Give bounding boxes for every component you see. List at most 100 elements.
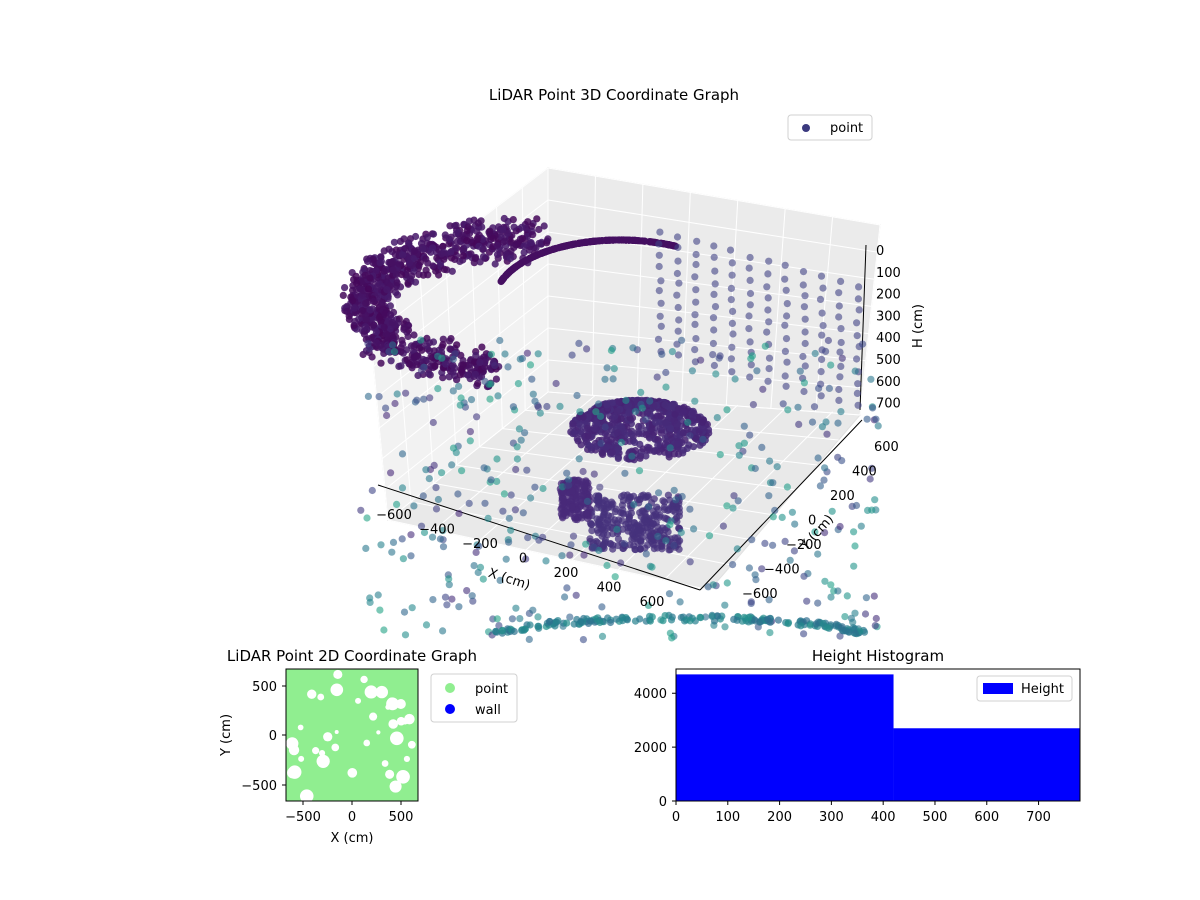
scatter-3d-point [595, 492, 603, 500]
scatter-3d-point [716, 352, 724, 360]
scatter-3d-point [466, 364, 474, 372]
scatter-3d-point [853, 319, 861, 327]
scatter-3d-point [761, 539, 769, 548]
scatter-3d-point [800, 379, 809, 387]
scatter-3d-point [579, 636, 588, 644]
scatter-3d-point [669, 506, 677, 514]
scatter-3d-point [523, 466, 531, 474]
z-tick-label-3d: 600 [876, 375, 901, 390]
scatter-3d-point [729, 307, 737, 315]
scatter-2d-gap [331, 743, 340, 752]
scatter-3d-point [710, 361, 719, 370]
scatter-3d-point [449, 387, 457, 395]
scatter-3d-point [692, 260, 700, 269]
scatter-3d-point [575, 239, 583, 247]
scatter-3d-point [435, 271, 443, 279]
scatter-3d-point [476, 563, 485, 572]
scatter-3d-point [425, 370, 433, 378]
scatter-3d-point [424, 271, 432, 279]
scatter-3d-point [673, 291, 681, 299]
scatter-3d-point [614, 447, 622, 455]
scatter-3d-point [631, 438, 639, 446]
scatter-3d-point [598, 632, 607, 641]
scatter-3d-point [733, 616, 741, 624]
scatter-3d-point [692, 435, 700, 443]
scatter-3d-point [751, 464, 759, 473]
scatter-2d-gap [360, 675, 368, 684]
scatter-3d-point [590, 470, 598, 478]
scatter-3d-point [529, 231, 537, 239]
scatter-3d-point [710, 326, 718, 334]
scatter-3d-point [455, 603, 463, 611]
scatter-3d-point [528, 375, 536, 383]
scatter-3d-point [781, 321, 789, 329]
scatter-3d-point [572, 591, 580, 599]
scatter-3d-point [571, 515, 580, 524]
scatter-3d-point [463, 227, 471, 235]
scatter-3d-point [655, 489, 663, 497]
scatter-3d-point [723, 406, 731, 414]
scatter-3d-point [675, 279, 683, 287]
scatter-3d-point [799, 352, 807, 361]
scatter-3d-point [728, 319, 737, 327]
scatter-3d-point [400, 324, 408, 332]
scatter-3d-point [496, 336, 504, 345]
scatter-2d-gap [388, 719, 398, 729]
scatter-3d-point [670, 450, 679, 458]
scatter-3d-point [727, 355, 736, 363]
scatter-3d-point [674, 257, 682, 265]
scatter-3d-point [719, 522, 728, 530]
scatter-3d-point [662, 383, 670, 391]
scatter-3d-point [620, 540, 629, 548]
scatter-3d-point [614, 236, 622, 244]
scatter-3d-point [838, 457, 846, 465]
scatter-3d-point [676, 598, 684, 606]
scatter-3d-point [758, 443, 766, 451]
scatter-3d-point [448, 461, 456, 469]
scatter-3d-point [566, 497, 574, 505]
scatter-2d-gap [312, 747, 320, 755]
scatter-3d-point [783, 300, 791, 308]
scatter-3d-point [697, 614, 705, 622]
scatter-3d-point [391, 399, 399, 408]
histogram-x-tick-label: 400 [871, 810, 896, 825]
scatter-3d-point [764, 294, 772, 302]
scatter-3d-point [583, 345, 591, 353]
scatter-3d-point [821, 577, 829, 585]
scatter-3d-point [758, 565, 766, 573]
scatter-3d-point [566, 613, 574, 621]
scatter-3d-point [863, 415, 871, 423]
scatter-3d-point [561, 242, 569, 250]
scatter-3d-point [362, 299, 370, 307]
scatter-2d-gap [389, 731, 404, 746]
scatter-3d-point [382, 404, 390, 412]
chart-2d-title: LiDAR Point 2D Coordinate Graph [227, 647, 477, 665]
scatter-3d-point [637, 452, 645, 460]
scatter-3d-point [716, 451, 724, 459]
scatter-3d-point [457, 394, 465, 402]
scatter-3d-point [415, 344, 423, 352]
scatter-3d-point [410, 331, 418, 339]
chart-histogram: Height Histogram 0 100 200 300 400 500 600 7000… [634, 647, 1081, 825]
scatter-3d-point [656, 418, 664, 426]
scatter-3d-point [563, 584, 571, 592]
scatter-3d-point [397, 362, 405, 370]
scatter-3d-point [471, 370, 479, 378]
scatter-3d-point [801, 362, 809, 370]
scatter-3d-point [474, 219, 482, 227]
scatter-3d-point [411, 247, 419, 255]
scatter-3d-point [766, 457, 774, 465]
scatter-3d-point [466, 437, 474, 445]
scatter-3d-point [463, 587, 471, 595]
scatter-3d-point [453, 237, 461, 245]
scatter-3d-point [642, 550, 650, 558]
scatter-3d-point [598, 525, 606, 534]
scatter-3d-point [484, 514, 492, 523]
scatter-3d-point [746, 276, 754, 284]
scatter-3d-point [871, 622, 879, 630]
y-tick-label-3d: 400 [852, 465, 877, 480]
scatter-3d-point [796, 367, 804, 375]
scatter-3d-point [619, 525, 627, 533]
scatter-3d-point [377, 541, 385, 549]
scatter-3d-point [364, 392, 372, 400]
